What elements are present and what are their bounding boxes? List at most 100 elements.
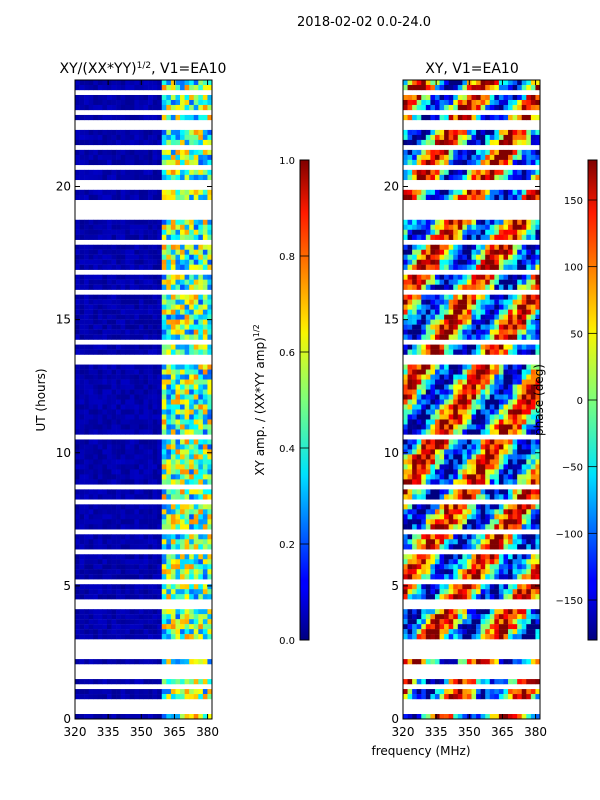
heatmap-cell <box>88 694 94 700</box>
heatmap-cell <box>494 344 500 350</box>
heatmap-cell <box>138 299 144 305</box>
heatmap-cell <box>75 374 80 380</box>
heatmap-cell <box>198 559 204 565</box>
heatmap-cell <box>517 134 523 141</box>
heatmap-cell <box>412 249 417 255</box>
heatmap-cell <box>503 419 509 425</box>
heatmap-cell <box>79 94 85 101</box>
heatmap-cell <box>412 504 417 510</box>
heatmap-cell <box>75 294 80 300</box>
heatmap-cell <box>161 679 167 685</box>
heatmap-cell <box>412 459 417 465</box>
heatmap-cell <box>180 369 185 375</box>
heatmap-cell <box>430 314 436 320</box>
heatmap-cell <box>421 524 427 530</box>
heatmap-cell <box>198 364 204 370</box>
heatmap-cell <box>175 714 181 720</box>
heatmap-cell <box>535 264 541 270</box>
heatmap-cell <box>466 464 472 470</box>
heatmap-cell <box>480 154 486 161</box>
heatmap-cell <box>498 469 504 475</box>
heatmap-cell <box>407 304 413 310</box>
heatmap-cell <box>193 429 199 435</box>
heatmap-cell <box>75 584 80 590</box>
heatmap-cell <box>485 369 491 375</box>
heatmap-cell <box>526 229 532 235</box>
heatmap-cell <box>125 80 131 86</box>
heatmap-cell <box>489 314 495 320</box>
heatmap-cell <box>125 379 131 385</box>
heatmap-cell <box>148 629 153 635</box>
heatmap-cell <box>79 284 85 290</box>
heatmap-cell <box>93 554 99 560</box>
heatmap-cell <box>439 279 445 285</box>
heatmap-cell <box>508 424 513 430</box>
heatmap-cell <box>175 399 181 405</box>
heatmap-cell <box>93 619 99 625</box>
heatmap-cell <box>489 384 495 390</box>
heatmap-cell <box>161 154 167 161</box>
heatmap-cell <box>425 514 431 520</box>
heatmap-cell <box>93 439 99 445</box>
colorbar-tick-label: 0.2 <box>279 540 295 551</box>
heatmap-cell <box>508 254 513 260</box>
heatmap-cell <box>116 399 121 405</box>
heatmap-cell <box>421 559 427 565</box>
heatmap-cell <box>189 569 195 575</box>
heatmap-cell <box>180 509 185 515</box>
heatmap-cell <box>508 319 513 325</box>
heatmap-cell <box>106 80 112 86</box>
heatmap-cell <box>462 524 468 530</box>
heatmap-cell <box>111 169 117 176</box>
heatmap-cell <box>161 80 167 86</box>
heatmap-cell <box>88 634 94 640</box>
heatmap-cell <box>521 324 527 330</box>
heatmap-cell <box>116 324 121 330</box>
heatmap-cell <box>207 134 213 141</box>
heatmap-cell <box>530 439 536 445</box>
heatmap-cell <box>184 299 190 305</box>
heatmap-cell <box>503 319 509 325</box>
heatmap-cell <box>79 629 85 635</box>
heatmap-cell <box>189 194 195 201</box>
heatmap-cell <box>535 139 541 146</box>
heatmap-cell <box>207 694 213 700</box>
heatmap-cell <box>476 439 481 445</box>
heatmap-cell <box>93 194 99 201</box>
heatmap-cell <box>412 454 417 460</box>
heatmap-cell <box>444 494 449 500</box>
heatmap-cell <box>202 404 208 410</box>
heatmap-cell <box>193 114 199 121</box>
heatmap-cell <box>512 114 518 121</box>
heatmap-cell <box>453 284 459 290</box>
heatmap-cell <box>138 594 144 600</box>
heatmap-cell <box>476 349 481 355</box>
heatmap-cell <box>430 464 436 470</box>
heatmap-cell <box>180 139 185 146</box>
heatmap-cell <box>412 114 417 121</box>
heatmap-cell <box>170 694 176 700</box>
heatmap-cell <box>134 569 140 575</box>
heatmap-cell <box>120 519 126 525</box>
heatmap-cell <box>193 94 199 101</box>
heatmap-cell <box>471 284 477 290</box>
heatmap-cell <box>106 94 112 101</box>
heatmap-cell <box>88 294 94 300</box>
heatmap-cell <box>512 429 518 435</box>
heatmap-cell <box>480 304 486 310</box>
heatmap-cell <box>111 234 117 240</box>
heatmap-cell <box>116 304 121 310</box>
heatmap-cell <box>503 174 509 181</box>
heatmap-cell <box>517 169 523 176</box>
heatmap-cell <box>116 344 121 350</box>
heatmap-cell <box>407 424 413 430</box>
heatmap-cell <box>489 319 495 325</box>
heatmap-cell <box>444 449 449 455</box>
heatmap-cell <box>517 424 523 430</box>
heatmap-cell <box>106 174 112 181</box>
heatmap-cell <box>148 369 153 375</box>
heatmap-cell <box>125 449 131 455</box>
heatmap-cell <box>75 249 80 255</box>
heatmap-cell <box>143 439 149 445</box>
heatmap-cell <box>407 149 413 156</box>
